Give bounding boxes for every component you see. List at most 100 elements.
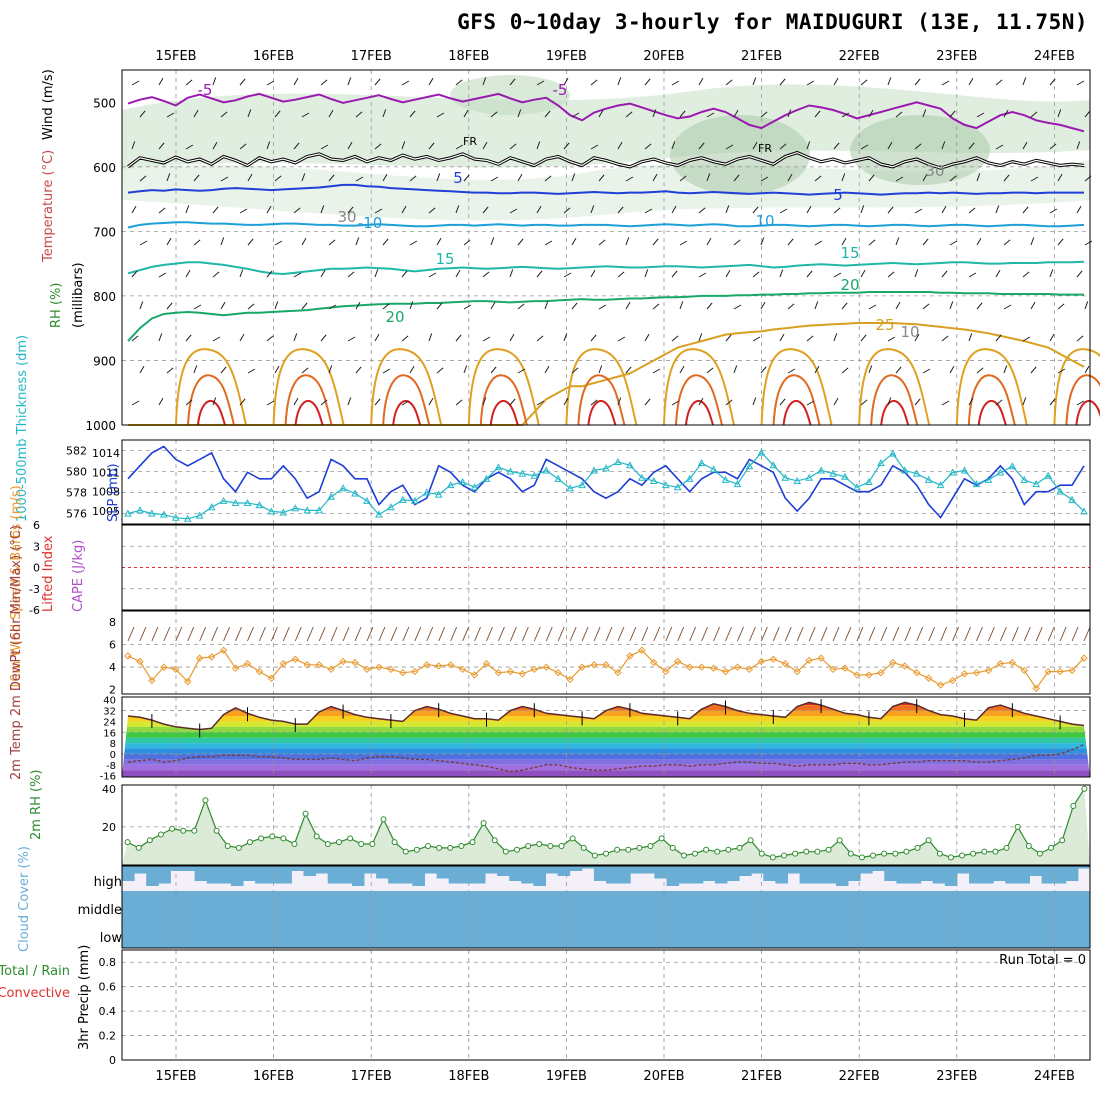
cloud-low-bar [412, 891, 425, 948]
wind-barb [1084, 240, 1093, 246]
date-label-top: 16FEB [253, 49, 294, 64]
temperature-band [122, 759, 1090, 765]
wind-barb [301, 112, 310, 118]
wind-barb [185, 144, 194, 150]
wind-barb [806, 80, 815, 86]
10m-wind-barb [999, 626, 1007, 642]
rh-marker [269, 833, 276, 840]
temperature-bands [122, 702, 1090, 777]
wind-speed-marker [638, 646, 646, 654]
wind-speed-marker [1044, 667, 1052, 676]
thickness-marker [470, 483, 479, 491]
10m-wind-barb [665, 626, 673, 642]
rh-marker [836, 837, 843, 844]
wind-barb [193, 109, 199, 118]
rh-marker [692, 850, 699, 857]
cloud-low-bar [376, 891, 389, 948]
wind-barb [1022, 336, 1031, 342]
10m-wind-barb [952, 626, 959, 642]
rh-marker [469, 839, 476, 846]
wind-barb [1003, 174, 1010, 182]
wind-barb [895, 366, 902, 374]
cloud-low-bar [739, 891, 752, 948]
wind-barb [239, 398, 246, 406]
cloud-low-bar [509, 891, 522, 948]
thickness-marker [291, 504, 300, 512]
surface-contour [1053, 348, 1100, 426]
wind-barb [1022, 77, 1027, 86]
10m-wind-barb [808, 626, 816, 642]
cloud-low-bar [884, 891, 897, 948]
10m-wind-barb [139, 626, 147, 642]
wind-barb [347, 141, 353, 150]
date-label-top: 24FEB [1034, 49, 1075, 64]
wind-barb [328, 304, 337, 310]
wind-barb [320, 205, 325, 214]
rh-marker [536, 841, 543, 848]
10m-wind-barb [426, 626, 434, 642]
wind-barb [382, 368, 391, 374]
thickness-marker [207, 503, 216, 511]
date-label-bottom: 21FEB [741, 1069, 782, 1084]
precip-total-label: Total / Rain [0, 964, 70, 979]
10m-wind-barb [1035, 626, 1043, 642]
wind-barb [941, 270, 948, 278]
thickness-marker [124, 509, 132, 517]
wind-barb [436, 302, 443, 310]
wind-speed-marker [781, 660, 789, 668]
date-label-bottom: 22FEB [839, 1069, 880, 1084]
wind-barb [617, 336, 626, 342]
wind-barb [679, 240, 688, 246]
rh-marker [636, 844, 643, 851]
wind-barb [868, 174, 875, 182]
surface-contour [272, 348, 345, 426]
cloud-high-bar [170, 866, 183, 871]
rh-marker [558, 842, 565, 849]
10m-wind-barb [916, 626, 924, 642]
date-label-bottom: 15FEB [155, 1069, 196, 1084]
wind-barb [563, 272, 572, 278]
10m-wind-barb [235, 626, 242, 642]
wind-barb [436, 173, 441, 182]
cloud-low-bar [315, 891, 329, 948]
cloud-low-bar [860, 891, 873, 948]
wind-barb [301, 367, 309, 374]
temperature-band [122, 753, 1090, 760]
cloud-high-bar [230, 866, 244, 886]
thickness-marker [996, 468, 1005, 476]
cloud-low-bar [255, 891, 268, 948]
wind-barb [274, 240, 283, 246]
wind-barb [968, 142, 975, 150]
cloud-axis-label: Cloud Cover (%) [17, 846, 32, 952]
10m-wind-barb [414, 626, 422, 642]
thickness-line [127, 451, 1085, 520]
rh-marker [959, 852, 966, 859]
wind-barb [968, 207, 976, 214]
wind-barb [544, 365, 550, 374]
pressure-tick: 900 [93, 354, 116, 368]
wind-barb [895, 301, 901, 310]
10m-wind-barb [1023, 626, 1031, 642]
thickness-marker [948, 468, 957, 476]
rh-marker [1081, 785, 1088, 792]
wind-barb [293, 142, 300, 150]
wind-barb [752, 271, 760, 278]
cloud-high-bar [509, 866, 522, 881]
wind-barb [247, 238, 254, 246]
wind-speed-marker [530, 665, 539, 674]
temperature-tick: -16 [100, 772, 116, 783]
cloud-low-bar [618, 891, 631, 948]
contour-label: 20 [385, 308, 404, 326]
cloud-low-bar [460, 891, 474, 948]
10m-wind-barb [318, 626, 326, 642]
cloud-low-bar [1041, 891, 1055, 948]
wind-speed-marker [542, 663, 550, 671]
cross-section-frame [121, 69, 1091, 426]
thickness-marker [363, 496, 371, 504]
thickness-marker [805, 473, 814, 481]
10m-wind-barb [725, 626, 732, 642]
wind-barb [644, 333, 650, 342]
wind-speed-marker [614, 668, 622, 677]
rh-marker [258, 835, 265, 842]
wind-barb [725, 269, 731, 278]
